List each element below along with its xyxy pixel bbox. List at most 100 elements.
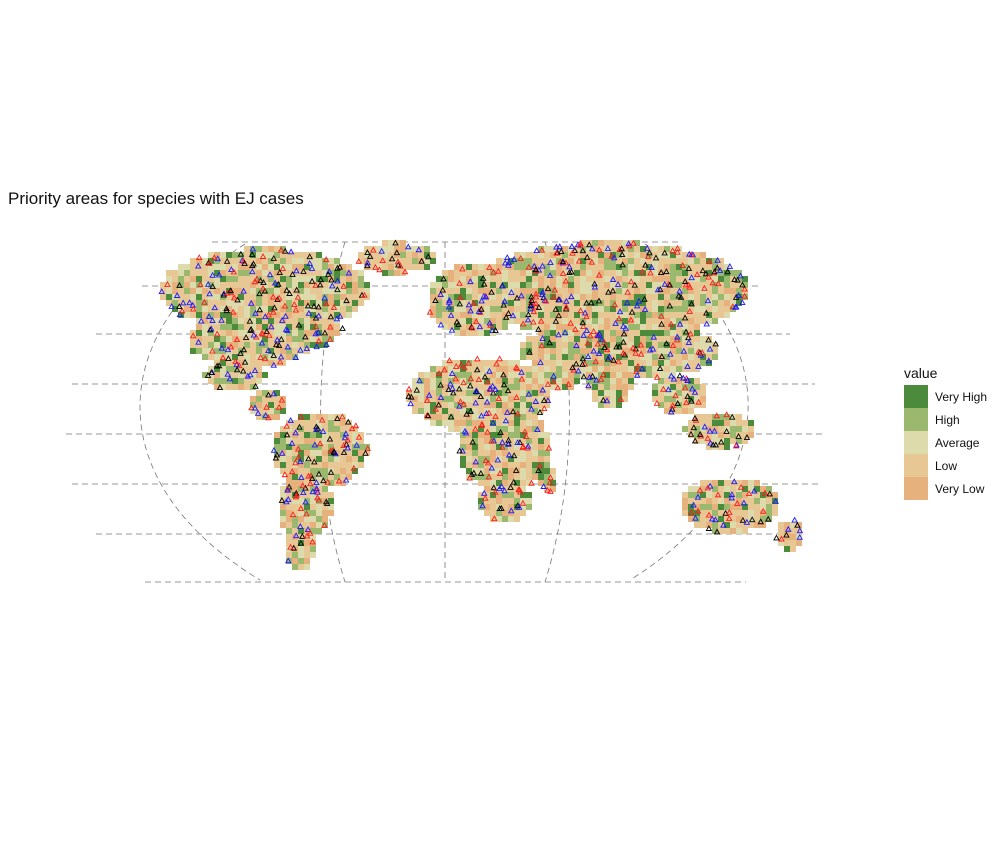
land-cell <box>280 522 286 528</box>
land-cell <box>664 324 670 330</box>
land-cell <box>616 360 622 366</box>
land-cell <box>730 282 736 288</box>
land-cell <box>670 276 676 282</box>
case-marker <box>315 337 323 344</box>
land-cell <box>514 480 520 486</box>
land-cell <box>304 270 310 276</box>
land-cell <box>664 330 670 336</box>
case-marker <box>361 291 368 298</box>
land-cell <box>460 462 466 468</box>
case-marker <box>424 253 432 260</box>
case-marker <box>663 340 670 347</box>
case-marker <box>733 500 741 506</box>
land-cell <box>652 354 658 360</box>
land-cell <box>298 420 304 426</box>
land-cell <box>436 378 442 384</box>
land-cell <box>310 270 316 276</box>
land-cell <box>748 498 754 504</box>
case-marker <box>525 390 533 397</box>
land-cell <box>616 300 622 306</box>
land-cell <box>328 294 334 300</box>
land-cell <box>382 258 388 264</box>
land-cell <box>250 372 256 378</box>
land-cell <box>568 258 574 264</box>
case-marker <box>467 278 474 285</box>
land-cell <box>292 558 298 564</box>
land-cell <box>232 354 238 360</box>
land-cell <box>742 276 748 282</box>
land-cell <box>226 264 232 270</box>
land-cell <box>298 450 304 456</box>
land-cell <box>646 258 652 264</box>
land-cell <box>490 456 496 462</box>
land-cell <box>436 414 442 420</box>
land-cell <box>280 462 286 468</box>
land-cell <box>514 318 520 324</box>
land-cell <box>208 258 214 264</box>
land-cell <box>628 360 634 366</box>
case-marker <box>287 248 295 255</box>
land-cell <box>214 282 220 288</box>
land-cell <box>610 360 616 366</box>
land-cell <box>322 438 328 444</box>
land-cell <box>370 264 376 270</box>
case-marker <box>705 511 713 518</box>
case-marker <box>312 281 319 288</box>
land-cell <box>694 252 700 258</box>
land-cell <box>748 522 754 528</box>
land-cell <box>736 414 742 420</box>
land-cell <box>214 252 220 258</box>
land-cell <box>502 276 508 282</box>
land-cell <box>622 348 628 354</box>
case-marker <box>292 354 300 360</box>
land-cell <box>280 432 286 438</box>
land-cell <box>604 246 610 252</box>
land-cell <box>634 282 640 288</box>
land-cell <box>724 294 730 300</box>
land-cell <box>448 282 454 288</box>
land-cell <box>490 300 496 306</box>
case-marker <box>714 280 722 287</box>
land-cell <box>232 378 238 384</box>
legend-label: High <box>935 412 960 427</box>
land-cell <box>586 372 592 378</box>
land-cell <box>316 258 322 264</box>
land-cell <box>706 480 712 486</box>
land-cell <box>628 270 634 276</box>
case-marker <box>223 257 231 264</box>
case-marker <box>554 384 562 391</box>
land-cell <box>604 336 610 342</box>
land-cell <box>562 270 568 276</box>
land-cell <box>652 312 658 318</box>
land-cell <box>304 504 310 510</box>
land-cell <box>244 288 250 294</box>
land-cell <box>622 252 628 258</box>
land-cell <box>730 492 736 498</box>
land-cell <box>544 330 550 336</box>
land-cell <box>562 330 568 336</box>
land-cell <box>706 426 712 432</box>
land-cell <box>496 444 502 450</box>
land-cell <box>316 294 322 300</box>
land-cell <box>544 384 550 390</box>
land-cell <box>688 516 694 522</box>
land-cell <box>250 264 256 270</box>
case-marker <box>278 496 286 503</box>
land-cell <box>538 372 544 378</box>
land-cell <box>292 252 298 258</box>
land-cell <box>550 366 556 372</box>
case-marker <box>330 449 338 456</box>
land-cell <box>646 288 652 294</box>
land-cell <box>202 294 208 300</box>
land-cell <box>256 396 262 402</box>
land-cell <box>676 354 682 360</box>
land-cell <box>268 348 274 354</box>
legend-swatch <box>904 408 928 431</box>
land-cell <box>568 336 574 342</box>
land-cell <box>352 300 358 306</box>
land-cell <box>676 306 682 312</box>
land-cell <box>706 498 712 504</box>
case-marker <box>342 476 350 483</box>
land-cell <box>688 426 694 432</box>
land-cell <box>670 372 676 378</box>
